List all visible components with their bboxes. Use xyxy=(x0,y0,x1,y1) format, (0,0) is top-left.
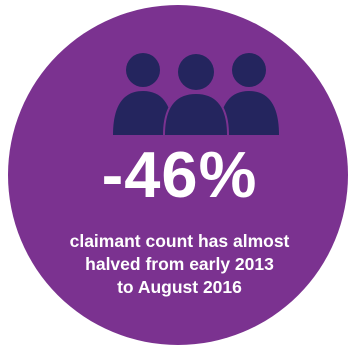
caption-line-1: claimant count has almost xyxy=(69,231,290,251)
caption-line-2: halved from early 2013 xyxy=(85,254,274,274)
stat-value: -46% xyxy=(101,138,258,211)
stat-caption: claimant count has almost halved from ea… xyxy=(0,230,359,299)
people-group-icon xyxy=(113,53,279,135)
stat-circle xyxy=(8,5,348,345)
caption-line-3: to August 2016 xyxy=(117,277,242,297)
